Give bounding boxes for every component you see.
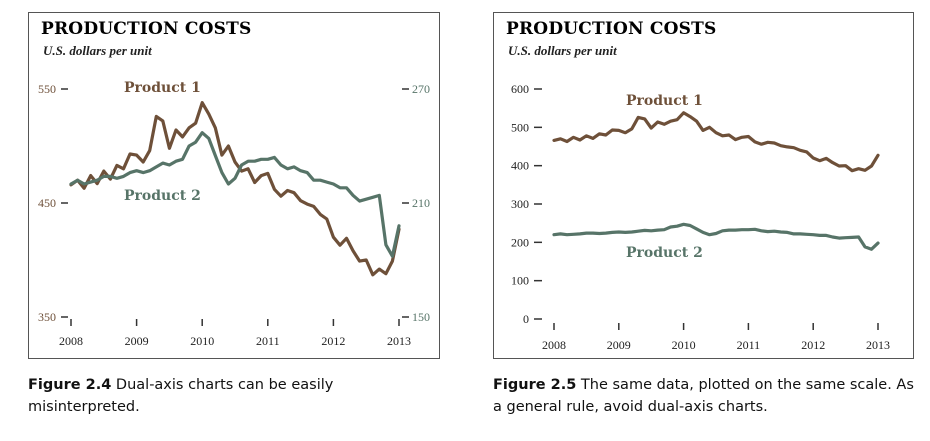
series-label-product-1: Product 1 bbox=[626, 93, 703, 109]
x-tick-label: 2013 bbox=[866, 338, 890, 352]
series-line-product-2 bbox=[69, 131, 401, 258]
y-left-tick-label: 350 bbox=[38, 310, 56, 324]
y-tick-label: 500 bbox=[511, 120, 529, 134]
x-tick-label: 2009 bbox=[125, 334, 149, 348]
chart-panel-same-scale: PRODUCTION COSTS U.S. dollars per unit 0… bbox=[493, 12, 914, 359]
figure-text: Dual-axis charts can be easily misinterp… bbox=[28, 377, 334, 415]
x-tick-label: 2008 bbox=[542, 338, 566, 352]
y-tick-label: 400 bbox=[511, 159, 529, 173]
figure-label: Figure 2.5 bbox=[493, 377, 577, 393]
figure-caption: Figure 2.5 The same data, plotted on the… bbox=[493, 374, 923, 418]
y-tick-label: 100 bbox=[511, 274, 529, 288]
x-tick-label: 2011 bbox=[256, 334, 280, 348]
chart-title: PRODUCTION COSTS bbox=[41, 19, 252, 39]
y-tick-label: 600 bbox=[511, 82, 529, 96]
figure-label: Figure 2.4 bbox=[28, 377, 112, 393]
dual-axis-line-chart: 350 450 550 150 210 270 2008 2009 2010 2011 2012 20… bbox=[38, 80, 430, 348]
series-label-product-2: Product 2 bbox=[124, 188, 201, 204]
chart-panel-dual-axis: PRODUCTION COSTS U.S. dollars per unit 3… bbox=[28, 12, 440, 359]
x-tick-label: 2010 bbox=[190, 334, 214, 348]
x-tick-label: 2012 bbox=[321, 334, 345, 348]
y-right-tick-label: 150 bbox=[412, 310, 430, 324]
figure-text: The same data, plotted on the same scale… bbox=[493, 377, 914, 415]
series-line-product-1 bbox=[69, 101, 401, 277]
chart-subtitle: U.S. dollars per unit bbox=[508, 43, 617, 58]
y-right-tick-label: 270 bbox=[412, 82, 430, 96]
series-label-product-1: Product 1 bbox=[124, 80, 201, 96]
x-tick-label: 2010 bbox=[672, 338, 696, 352]
y-left-tick-label: 550 bbox=[38, 82, 56, 96]
x-tick-label: 2012 bbox=[801, 338, 825, 352]
chart-title: PRODUCTION COSTS bbox=[506, 19, 717, 39]
series-label-product-2: Product 2 bbox=[626, 245, 703, 261]
y-tick-label: 200 bbox=[511, 235, 529, 249]
y-right-tick-label: 210 bbox=[412, 196, 430, 210]
x-tick-label: 2013 bbox=[387, 334, 411, 348]
x-tick-label: 2009 bbox=[607, 338, 631, 352]
series-line-product-2 bbox=[552, 222, 880, 251]
figure-caption: Figure 2.4 Dual-axis charts can be easil… bbox=[28, 374, 438, 418]
y-tick-label: 300 bbox=[511, 197, 529, 211]
x-tick-label: 2011 bbox=[737, 338, 761, 352]
x-tick-label: 2008 bbox=[59, 334, 83, 348]
same-scale-line-chart: 0 100 200 300 400 500 600 2008 2009 2010 2011 2012 2… bbox=[511, 82, 890, 352]
y-tick-label: 0 bbox=[523, 312, 529, 326]
series-line-product-1 bbox=[552, 111, 880, 173]
y-left-tick-label: 450 bbox=[38, 196, 56, 210]
chart-subtitle: U.S. dollars per unit bbox=[43, 43, 152, 58]
